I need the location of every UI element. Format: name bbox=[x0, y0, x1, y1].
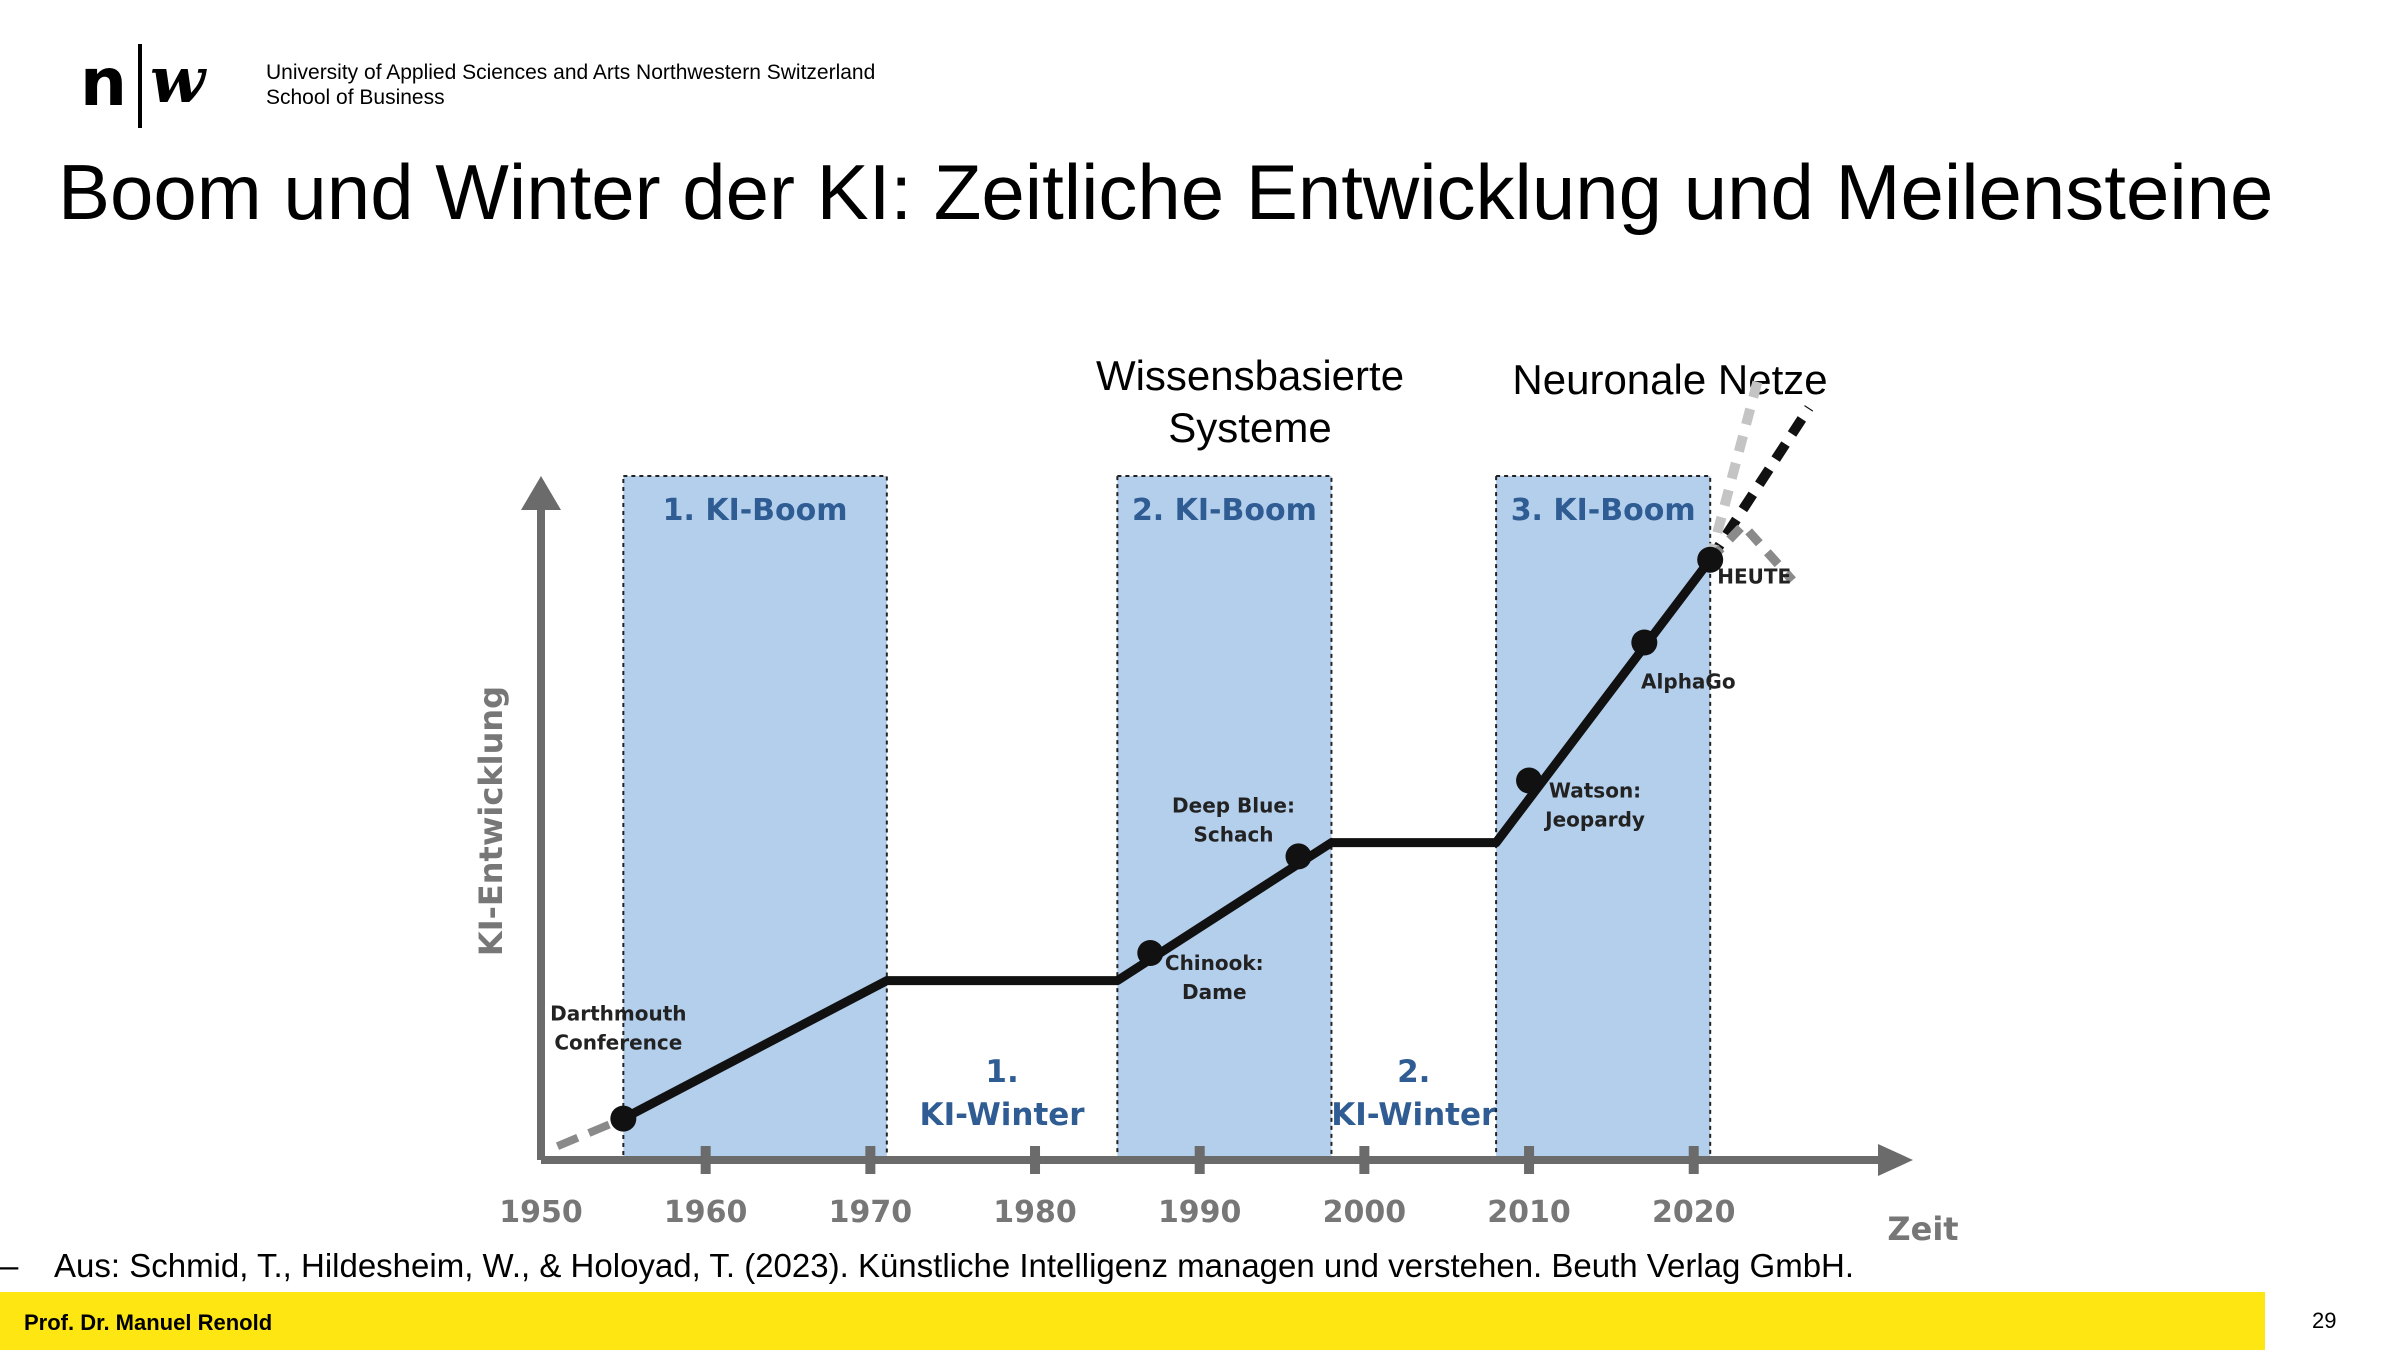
trend-future-curve bbox=[1706, 518, 1796, 584]
period-label-1: 1. KI-Boom bbox=[663, 493, 848, 528]
x-tick-label-1970: 1970 bbox=[829, 1195, 913, 1230]
milestone-label-line-2: Jeopardy bbox=[1543, 808, 1645, 832]
milestone-label-line-2: Conference bbox=[554, 1031, 682, 1055]
milestone-label-line-2: Dame bbox=[1182, 980, 1247, 1004]
milestone-label-line-1: HEUTE bbox=[1717, 565, 1791, 589]
milestone-label-5: AlphaGo bbox=[1641, 670, 1736, 694]
heading-knowledge-text: Wissensbasierte Systeme bbox=[1095, 352, 1405, 451]
institution-name: University of Applied Sciences and Arts … bbox=[266, 60, 875, 110]
x-tick-1960 bbox=[700, 1146, 711, 1174]
milestone-label-3: Deep Blue: Schach bbox=[1172, 793, 1295, 846]
slide-title: Boom und Winter der KI: Zeitliche Entwic… bbox=[58, 148, 2274, 236]
footer-author: Prof. Dr. Manuel Renold bbox=[24, 1310, 273, 1335]
x-tick-2020 bbox=[1688, 1146, 1699, 1174]
period-label-2: 1. KI-Winter bbox=[920, 1054, 1086, 1133]
milestone-dot-6 bbox=[1697, 546, 1724, 573]
institution-line-2: School of Business bbox=[266, 86, 445, 109]
x-tick-label-1980: 1980 bbox=[993, 1195, 1077, 1230]
x-tick-label-1950: 1950 bbox=[499, 1195, 583, 1230]
milestone-label-6: HEUTE bbox=[1717, 565, 1791, 589]
milestone-label-2: Chinook: Dame bbox=[1165, 951, 1264, 1004]
milestone-label-line-1: Darthmouth bbox=[550, 1002, 686, 1026]
milestone-label-line-1: Watson: bbox=[1549, 779, 1641, 803]
x-tick-2000 bbox=[1359, 1146, 1370, 1174]
period-box-3 bbox=[1116, 475, 1333, 1161]
period-box-5 bbox=[1495, 475, 1712, 1161]
x-tick-label-1960: 1960 bbox=[664, 1195, 748, 1230]
logo: n w bbox=[80, 40, 240, 130]
milestone-dot-2 bbox=[1137, 940, 1164, 966]
x-tick-label-2010: 2010 bbox=[1487, 1195, 1571, 1230]
milestone-label-line-1: AlphaGo bbox=[1641, 670, 1736, 694]
milestone-label-line-1: Chinook: bbox=[1165, 951, 1264, 975]
x-tick-label-2000: 2000 bbox=[1323, 1195, 1407, 1230]
footer-bar: Prof. Dr. Manuel Renold bbox=[0, 1292, 2265, 1350]
milestone-dot-1 bbox=[610, 1105, 637, 1132]
x-axis-title: Zeit bbox=[1887, 1210, 1958, 1248]
winter-label-line-2: KI-Winter bbox=[920, 1097, 1086, 1133]
milestone-dot-3 bbox=[1285, 843, 1312, 870]
milestone-label-line-1: Deep Blue: bbox=[1172, 793, 1295, 817]
logo-divider bbox=[138, 44, 142, 128]
page-number: 29 bbox=[2312, 1308, 2337, 1333]
winter-label-line-2: KI-Winter bbox=[1331, 1097, 1497, 1133]
y-axis-title: KI-Entwicklung bbox=[472, 686, 510, 956]
milestone-dot-4 bbox=[1516, 767, 1543, 794]
x-axis-arrow bbox=[1878, 1144, 1913, 1176]
heading-neural-networks: Neuronale Netze bbox=[1512, 356, 1828, 403]
development-line bbox=[618, 555, 1715, 1124]
heading-knowledge-systems: Wissensbasierte Systeme bbox=[1050, 350, 1450, 454]
source-text: Aus: Schmid, T., Hildesheim, W., & Holoy… bbox=[54, 1247, 1855, 1284]
x-tick-1970 bbox=[865, 1146, 876, 1174]
winter-label-line-1: 2. bbox=[1397, 1054, 1430, 1090]
source-dash: – bbox=[0, 1247, 19, 1284]
institution-line-1: University of Applied Sciences and Arts … bbox=[266, 61, 876, 84]
x-tick-2010 bbox=[1524, 1146, 1535, 1174]
period-label-4: 2. KI-Winter bbox=[1331, 1054, 1497, 1133]
milestone-dot-5 bbox=[1631, 629, 1658, 656]
trend-future-up bbox=[1706, 405, 1814, 563]
logo-n: n bbox=[80, 44, 127, 121]
milestone-label-line-2: Schach bbox=[1193, 822, 1273, 846]
period-box-1 bbox=[622, 475, 888, 1161]
winter-label-line-1: 1. bbox=[985, 1054, 1018, 1090]
milestone-label-1: Darthmouth Conference bbox=[550, 1002, 686, 1055]
period-label-3: 2. KI-Boom bbox=[1132, 493, 1317, 528]
y-axis-arrow bbox=[521, 476, 561, 510]
logo-w: w bbox=[150, 43, 206, 118]
milestone-label-4: Watson: Jeopardy bbox=[1543, 779, 1645, 832]
trend-before bbox=[555, 1114, 625, 1150]
x-tick-1990 bbox=[1194, 1146, 1205, 1174]
x-tick-label-2020: 2020 bbox=[1652, 1195, 1736, 1230]
period-label-5: 3. KI-Boom bbox=[1511, 493, 1696, 528]
trend-future-steep bbox=[1705, 372, 1765, 561]
x-tick-label-1990: 1990 bbox=[1158, 1195, 1242, 1230]
x-tick-1980 bbox=[1030, 1146, 1041, 1174]
